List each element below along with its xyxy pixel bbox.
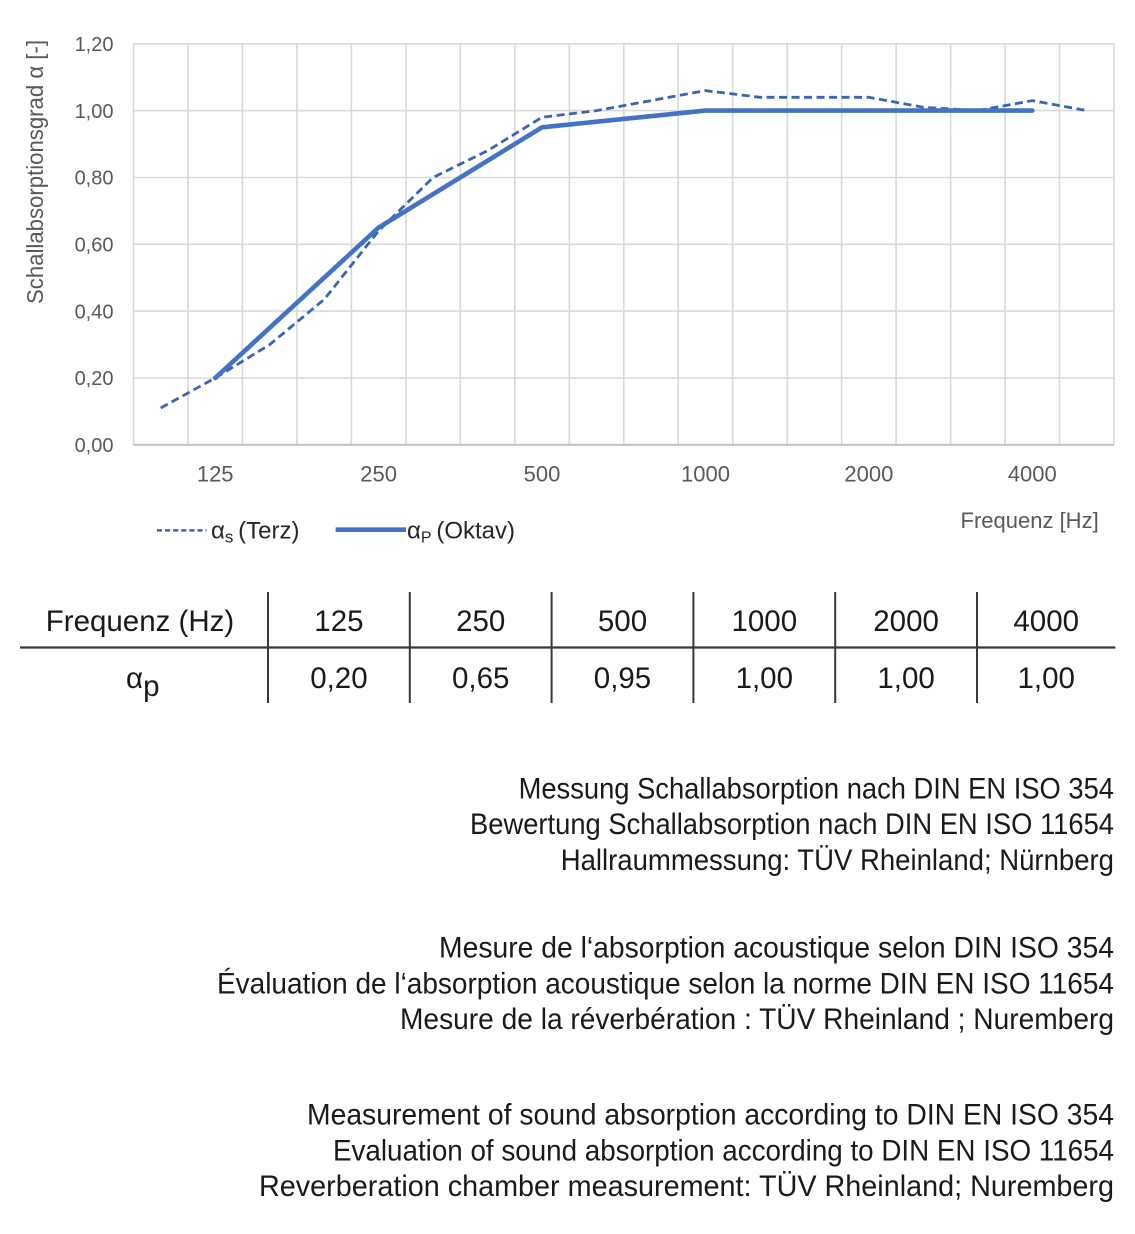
svg-text:Frequenz [Hz]: Frequenz [Hz] [961,508,1099,533]
svg-text:4000: 4000 [1013,605,1079,638]
svg-text:Mesure de la réverbération : T: Mesure de la réverbération : TÜV Rheinla… [400,1003,1114,1036]
svg-text:1000: 1000 [731,605,797,638]
svg-text:0,40: 0,40 [75,301,114,323]
svg-text:125: 125 [314,605,363,638]
svg-text:0,80: 0,80 [75,168,114,190]
svg-text:250: 250 [360,462,397,487]
svg-text:1,00: 1,00 [1017,662,1074,695]
svg-text:1000: 1000 [681,462,730,487]
svg-text:Evaluation of sound absorption: Evaluation of sound absorption according… [333,1134,1114,1167]
svg-text:Frequenz (Hz): Frequenz (Hz) [46,605,235,638]
svg-text:Reverberation chamber measurem: Reverberation chamber measurement: TÜV R… [259,1170,1114,1203]
svg-text:4000: 4000 [1008,462,1057,487]
svg-text:1,00: 1,00 [736,662,793,695]
svg-text:Schallabsorptionsgrad α [-]: Schallabsorptionsgrad α [-] [22,40,48,304]
svg-text:Messung Schallabsorption nach: Messung Schallabsorption nach DIN EN ISO… [519,773,1114,806]
svg-text:αs (Terz): αs (Terz) [211,518,300,547]
svg-text:Bewertung Schallabsorption nac: Bewertung Schallabsorption nach DIN EN I… [470,808,1114,841]
svg-text:125: 125 [197,462,234,487]
svg-text:0,00: 0,00 [75,435,114,457]
svg-text:Mesure de l‘absorption acousti: Mesure de l‘absorption acoustique selon … [439,932,1114,965]
svg-text:0,20: 0,20 [310,662,367,695]
svg-text:Measurement of sound absorptio: Measurement of sound absorption accordin… [307,1099,1114,1132]
svg-text:1,00: 1,00 [75,101,114,123]
svg-text:500: 500 [598,605,647,638]
svg-text:Hallraummessung: TÜV Rheinland: Hallraummessung: TÜV Rheinland; Nürnberg [561,844,1114,877]
svg-text:0,95: 0,95 [594,662,651,695]
svg-text:500: 500 [524,462,561,487]
svg-text:2000: 2000 [873,605,939,638]
svg-text:0,20: 0,20 [75,368,114,390]
svg-text:0,65: 0,65 [452,662,509,695]
svg-text:Évaluation de l‘absorption aco: Évaluation de l‘absorption acoustique se… [217,967,1114,1000]
svg-text:1,20: 1,20 [75,34,114,56]
svg-text:0,60: 0,60 [75,235,114,257]
svg-text:1,00: 1,00 [877,662,934,695]
svg-text:250: 250 [456,605,505,638]
svg-text:2000: 2000 [844,462,893,487]
